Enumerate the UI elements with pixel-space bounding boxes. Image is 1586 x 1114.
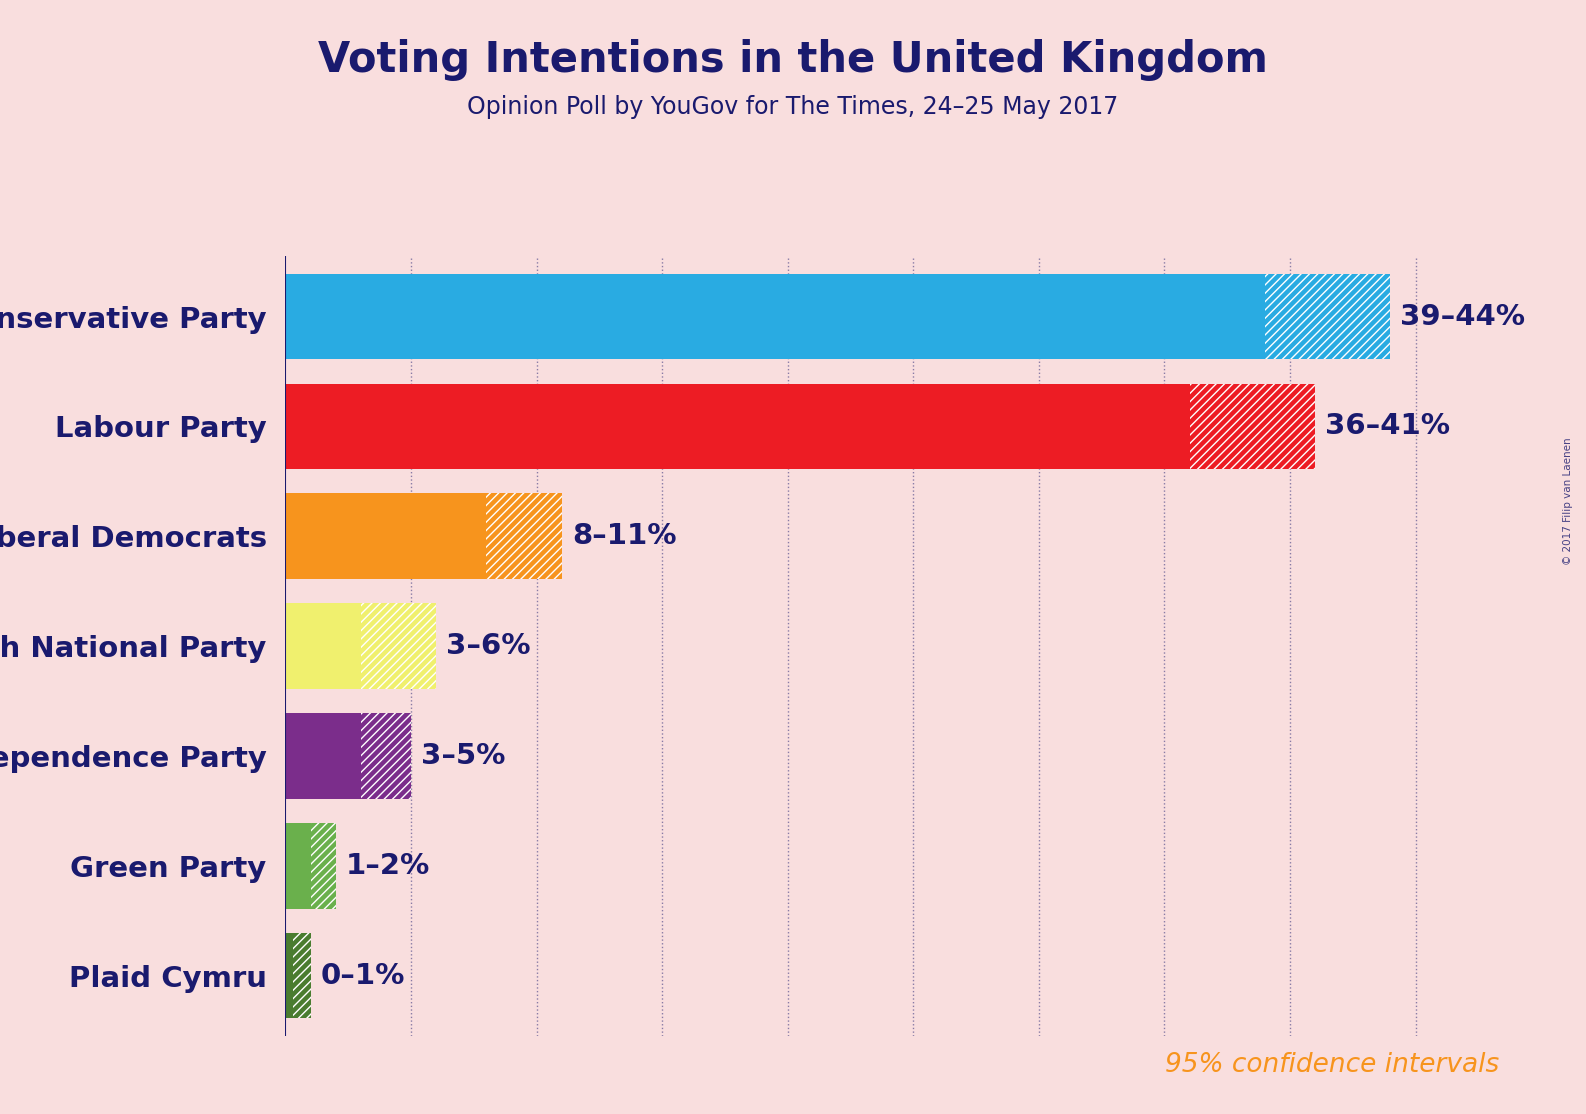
Text: 8–11%: 8–11%: [571, 522, 676, 550]
Bar: [285, 604, 360, 688]
Text: 36–41%: 36–41%: [1324, 412, 1450, 440]
Bar: [285, 383, 1190, 469]
Bar: [360, 604, 436, 688]
Bar: [285, 274, 1264, 360]
Bar: [293, 932, 311, 1018]
Text: 1–2%: 1–2%: [346, 852, 430, 880]
Bar: [360, 713, 411, 799]
Text: © 2017 Filip van Laenen: © 2017 Filip van Laenen: [1564, 438, 1573, 565]
Bar: [285, 494, 487, 579]
Text: 39–44%: 39–44%: [1400, 303, 1526, 331]
Text: 95% confidence intervals: 95% confidence intervals: [1164, 1053, 1499, 1078]
Bar: [1264, 274, 1391, 360]
Bar: [487, 494, 561, 579]
Text: Voting Intentions in the United Kingdom: Voting Intentions in the United Kingdom: [319, 39, 1267, 81]
Bar: [285, 932, 293, 1018]
Bar: [285, 823, 311, 909]
Bar: [1190, 383, 1315, 469]
Bar: [285, 713, 360, 799]
Bar: [311, 823, 336, 909]
Text: 3–6%: 3–6%: [446, 632, 531, 661]
Text: Opinion Poll by YouGov for The Times, 24–25 May 2017: Opinion Poll by YouGov for The Times, 24…: [468, 95, 1118, 119]
Text: 3–5%: 3–5%: [420, 742, 506, 770]
Text: 0–1%: 0–1%: [320, 961, 404, 989]
